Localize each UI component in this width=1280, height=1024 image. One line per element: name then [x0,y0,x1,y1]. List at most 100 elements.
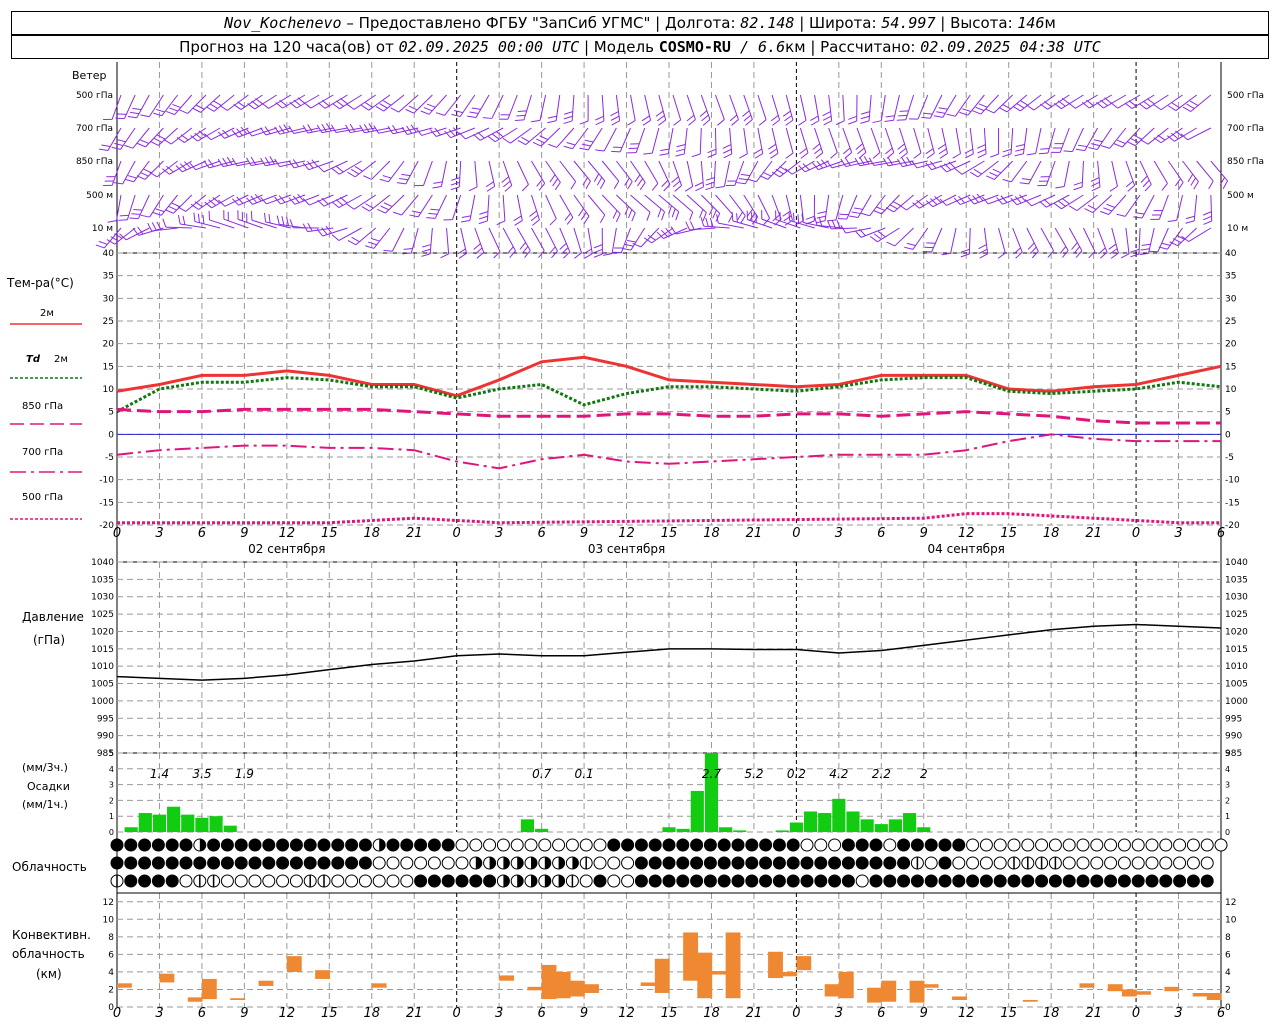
barb-shaft [786,128,793,153]
barb-feather [898,115,907,116]
barb-feather [409,106,417,110]
cloud-symbol [428,857,440,869]
barb-feather [724,154,732,158]
conv-bar [1136,991,1151,995]
barb-feather [332,103,339,108]
barb-feather [133,209,142,210]
barb-feather [944,164,950,170]
barb-shaft [907,195,928,210]
cloud-symbol [194,839,206,851]
cloud-symbol [1022,875,1034,887]
barb-feather [1076,251,1082,258]
barb-shaft [508,95,517,119]
barb-shaft [704,226,730,228]
barb-feather [594,245,602,248]
barb-feather [1154,105,1161,110]
wind-barb [816,195,828,223]
barb-feather [979,245,987,249]
cloud-symbol [221,875,233,887]
barb-shaft [758,95,766,120]
barb-feather [801,153,808,159]
barb-feather [1064,151,1073,152]
barb-feather [422,254,431,256]
cloud-circle [456,839,468,851]
barb-feather [1054,203,1061,208]
barb-shaft [149,95,163,117]
barb-feather [533,142,541,146]
barb-feather [930,161,936,168]
barb-feather [999,108,1007,112]
barb-feather [771,153,778,158]
barb-shaft [930,95,942,118]
wind-barb [546,161,561,190]
barb-feather [332,235,339,241]
cloud-circle [953,839,965,851]
barb-feather [196,105,204,109]
barb-feather [873,121,882,123]
cloud-symbol [332,857,344,869]
barb-shaft [1159,195,1168,219]
x-tick-label: 12 [958,526,975,541]
y-tick-label-right: 8 [1225,933,1231,943]
cloud-symbol [111,875,123,887]
barb-feather [137,176,145,180]
barb-feather [156,109,165,112]
barb-feather [351,169,359,174]
cloud-symbol [1132,839,1144,851]
cloud-symbol [263,875,275,887]
barb-shaft [756,161,772,182]
cloud-circle [166,875,178,887]
x-tick-label: 3 [835,1006,843,1021]
wind-barb [469,161,477,191]
wind-barb [643,128,659,154]
barb-shaft [198,128,220,141]
cloud-circle [1146,839,1158,851]
wind-barb [530,195,540,225]
barb-shaft [758,195,770,218]
barb-feather [421,111,429,114]
barb-feather [1111,103,1118,109]
cloud-circle [842,839,854,851]
barb-feather [821,160,827,167]
precip-bar [521,819,534,832]
cloud-symbol [773,839,785,851]
wind-level-label: 10 м [92,224,113,234]
wind-barb [768,128,778,158]
barb-feather [738,212,743,220]
barb-feather [564,121,573,124]
cloud-symbol [442,857,454,869]
barb-feather [585,254,593,259]
wind-barb [1186,195,1197,223]
cloud-circle [677,875,689,887]
barb-feather [702,115,709,121]
wind-barb [642,95,651,125]
cloud-circle [898,875,910,887]
cloud-symbol [125,857,137,869]
cloud-symbol [608,875,620,887]
wind-barb [546,195,557,225]
barb-feather [1040,104,1047,109]
barb-feather [1188,174,1193,182]
cloud-symbol [842,839,854,851]
barb-shaft [825,195,829,221]
barb-feather [502,177,509,183]
conv-bar [1079,983,1094,987]
wind-barb [194,213,220,228]
barb-feather [953,154,961,159]
precip-title: Осадки [27,780,70,793]
wind-barb [584,228,593,258]
cloud-circle [760,839,772,851]
barb-feather [899,205,906,210]
y-tick-label: 1020 [91,627,114,637]
cloud-symbol [1008,857,1020,869]
barb-feather [195,202,202,207]
wind-barb [451,161,461,190]
cloud-symbol [235,839,247,851]
barb-feather [279,126,284,133]
cloud-circle [235,857,247,869]
barb-feather [232,130,238,137]
precip-total-label: 5.2 [744,767,763,781]
barb-feather [492,134,499,139]
wind-barb [848,95,857,124]
wind-barb [739,128,747,158]
